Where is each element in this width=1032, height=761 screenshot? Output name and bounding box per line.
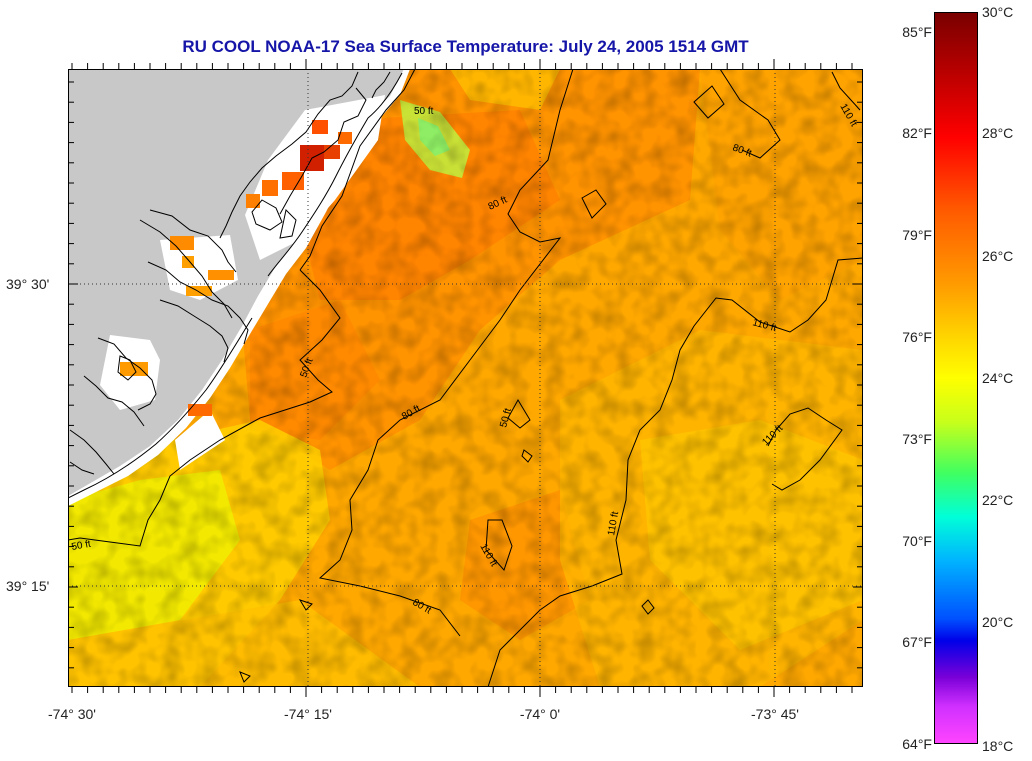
celsius-label: 24°C [982,370,1014,386]
bathymetry-label: 50 ft [498,407,514,429]
celsius-label: 28°C [982,125,1014,141]
celsius-label: 20°C [982,614,1014,630]
land-area [68,69,410,506]
longitude-label: -74° 30' [48,706,96,722]
graticule [68,69,863,687]
fahrenheit-label: 85°F [902,24,932,40]
fahrenheit-label: 79°F [902,227,932,243]
fahrenheit-label: 70°F [902,533,932,549]
fahrenheit-label: 64°F [902,736,932,752]
bathymetry-label: 50 ft [414,106,434,117]
longitude-label: -74° 0' [519,706,561,722]
fahrenheit-label: 73°F [902,431,932,447]
axis-ticks [68,59,863,697]
latitude-label: 39° 15' [6,578,50,594]
celsius-label: 22°C [982,492,1014,508]
celsius-label: 30°C [982,4,1014,20]
bathymetry-contours [68,69,863,687]
map-frame [68,69,863,687]
longitude-label: -73° 45' [751,706,799,722]
fahrenheit-label: 76°F [902,329,932,345]
celsius-label: 26°C [982,248,1014,264]
map-title: RU COOL NOAA-17 Sea Surface Temperature:… [182,37,749,56]
latitude-label: 39° 30' [6,276,50,292]
temperature-colorbar [934,12,978,744]
fahrenheit-label: 82°F [902,125,932,141]
longitude-label: -74° 15' [284,706,332,722]
fahrenheit-label: 67°F [902,634,932,650]
bathymetry-label: 110 ft [606,510,621,536]
celsius-label: 18°C [982,738,1014,754]
bathymetry-label: 50 ft [71,539,92,553]
